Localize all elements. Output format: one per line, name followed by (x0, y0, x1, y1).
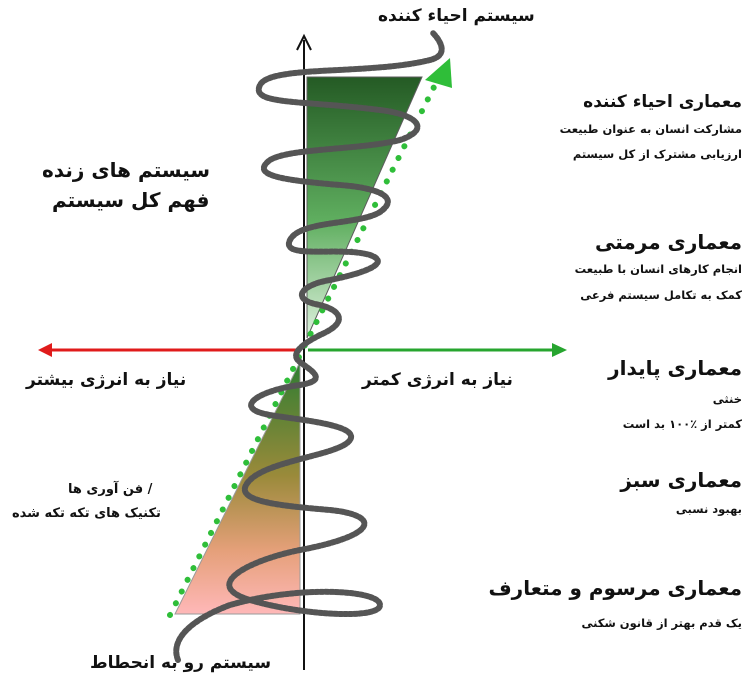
left-top-line1: سیستم های زنده (42, 158, 211, 182)
level-title: معماری مرمتی (594, 230, 742, 254)
level-line: بهبود نسبی (675, 502, 742, 516)
level-title: معماری احیاء کننده (583, 92, 742, 112)
level-line: کمتر از ٪۱۰۰ بد است (622, 417, 742, 431)
axis-left-label: نیاز به انرژی بیشتر (26, 370, 187, 390)
spiral (173, 29, 445, 663)
level-line: یک قدم بهتر از قانون شکنی (581, 616, 742, 630)
lower-triangle (174, 361, 301, 615)
left-bottom-line2: تکنیک های تکه تکه شده (12, 506, 161, 521)
top-label: سیستم احیاء کننده (378, 6, 535, 26)
level-line: ارزیابی مشترک از کل سیستم (572, 147, 742, 161)
level-title: معماری مرسوم و متعارف (488, 576, 742, 600)
green-triangle-head (425, 58, 452, 88)
level-line: مشارکت انسان به عنوان طبیعت (559, 122, 742, 136)
bottom-label: سیستم رو به انحطاط (90, 653, 272, 673)
level-title: معماری پایدار (608, 356, 742, 380)
left-top-line2: فهم کل سیستم (52, 188, 210, 212)
level-title: معماری سبز (620, 468, 742, 492)
level-line: انجام کارهای انسان با طبیعت (574, 262, 742, 276)
level-line: کمک به تکامل سیستم فرعی (580, 288, 742, 302)
level-line: خنثی (712, 392, 742, 406)
axis-right-label: نیاز به انرژی کمتر (362, 370, 513, 390)
left-bottom-line1: / فن آوری ها (68, 482, 153, 497)
